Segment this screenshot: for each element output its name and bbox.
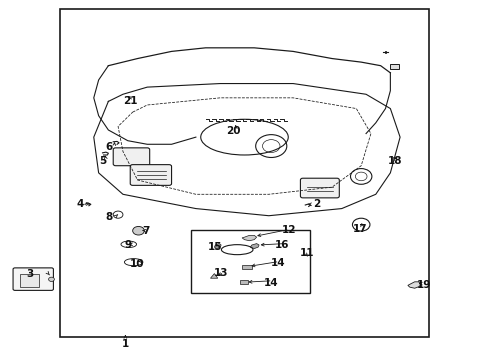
Text: 15: 15 bbox=[208, 242, 222, 252]
Bar bbox=[389, 64, 398, 68]
Text: 21: 21 bbox=[123, 96, 137, 107]
Text: 3: 3 bbox=[26, 269, 33, 279]
Text: 9: 9 bbox=[124, 240, 131, 250]
Polygon shape bbox=[214, 244, 221, 249]
Text: 4: 4 bbox=[77, 199, 84, 209]
Polygon shape bbox=[242, 265, 251, 269]
Text: 11: 11 bbox=[299, 248, 313, 258]
Bar bbox=[20, 274, 39, 287]
FancyBboxPatch shape bbox=[113, 148, 149, 166]
Text: 13: 13 bbox=[213, 268, 228, 278]
Bar bbox=[60, 9, 428, 337]
Text: 14: 14 bbox=[264, 278, 278, 288]
Text: 12: 12 bbox=[282, 225, 296, 235]
Polygon shape bbox=[210, 274, 217, 278]
Text: 5: 5 bbox=[99, 156, 106, 166]
Text: 10: 10 bbox=[130, 259, 144, 269]
Polygon shape bbox=[242, 235, 256, 241]
Polygon shape bbox=[239, 280, 248, 284]
Text: 14: 14 bbox=[271, 258, 285, 268]
Text: 1: 1 bbox=[122, 339, 129, 348]
Text: 2: 2 bbox=[312, 199, 320, 209]
Text: 18: 18 bbox=[387, 156, 402, 166]
Text: 7: 7 bbox=[142, 226, 150, 236]
Polygon shape bbox=[407, 282, 420, 288]
Bar bbox=[191, 230, 309, 293]
FancyBboxPatch shape bbox=[13, 268, 53, 291]
Text: 19: 19 bbox=[416, 280, 431, 290]
Text: 17: 17 bbox=[352, 224, 367, 234]
Text: 8: 8 bbox=[105, 212, 113, 222]
FancyBboxPatch shape bbox=[300, 178, 339, 198]
Circle shape bbox=[48, 277, 54, 282]
Circle shape bbox=[132, 226, 144, 235]
Text: 20: 20 bbox=[226, 126, 241, 136]
FancyBboxPatch shape bbox=[130, 165, 171, 185]
Text: 16: 16 bbox=[275, 240, 289, 250]
Polygon shape bbox=[250, 244, 259, 249]
Text: 6: 6 bbox=[105, 143, 113, 153]
